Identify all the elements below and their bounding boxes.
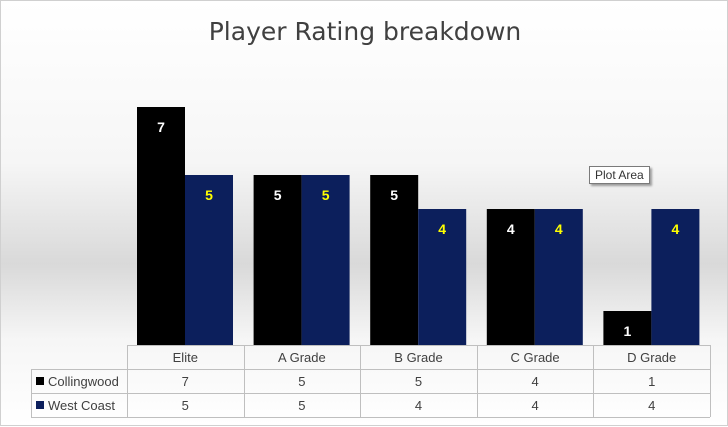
table-value: 4 [531,374,538,389]
data-label: 5 [205,187,213,203]
table-value: 5 [182,398,189,413]
bar-west-coast[interactable] [185,175,233,345]
category-label: B Grade [394,350,442,365]
bar-collingwood[interactable] [137,107,185,345]
bar-west-coast[interactable] [534,209,583,345]
bar-collingwood[interactable] [253,175,302,345]
data-label: 4 [507,221,515,237]
category-label: A Grade [278,350,326,365]
legend-key [36,401,44,409]
legend-entry: Collingwood [48,374,119,389]
data-label: 5 [322,187,330,203]
category-label: D Grade [627,350,676,365]
bar-collingwood[interactable] [603,311,652,345]
plot-area-tooltip: Plot Area [589,166,650,184]
category-label: Elite [173,350,198,365]
table-value: 4 [531,398,538,413]
bar-west-coast[interactable] [301,175,350,345]
legend-entry: West Coast [48,398,115,413]
table-value: 4 [415,398,422,413]
data-label: 5 [274,187,282,203]
data-label: 5 [390,187,398,203]
table-value: 1 [648,374,655,389]
legend-key [36,377,44,385]
table-value: 5 [298,374,305,389]
category-label: C Grade [511,350,560,365]
data-label: 4 [438,221,446,237]
table-value: 5 [298,398,305,413]
data-label: 1 [624,323,632,339]
data-label: 4 [555,221,563,237]
bar-collingwood[interactable] [370,175,419,345]
table-value: 7 [182,374,189,389]
bar-west-coast[interactable] [418,209,467,345]
table-value: 5 [415,374,422,389]
data-label: 7 [157,119,165,135]
data-label: 4 [672,221,680,237]
chart-title: Player Rating breakdown [208,17,522,46]
bar-west-coast[interactable] [651,209,700,345]
bar-collingwood[interactable] [486,209,535,345]
table-value: 4 [648,398,655,413]
